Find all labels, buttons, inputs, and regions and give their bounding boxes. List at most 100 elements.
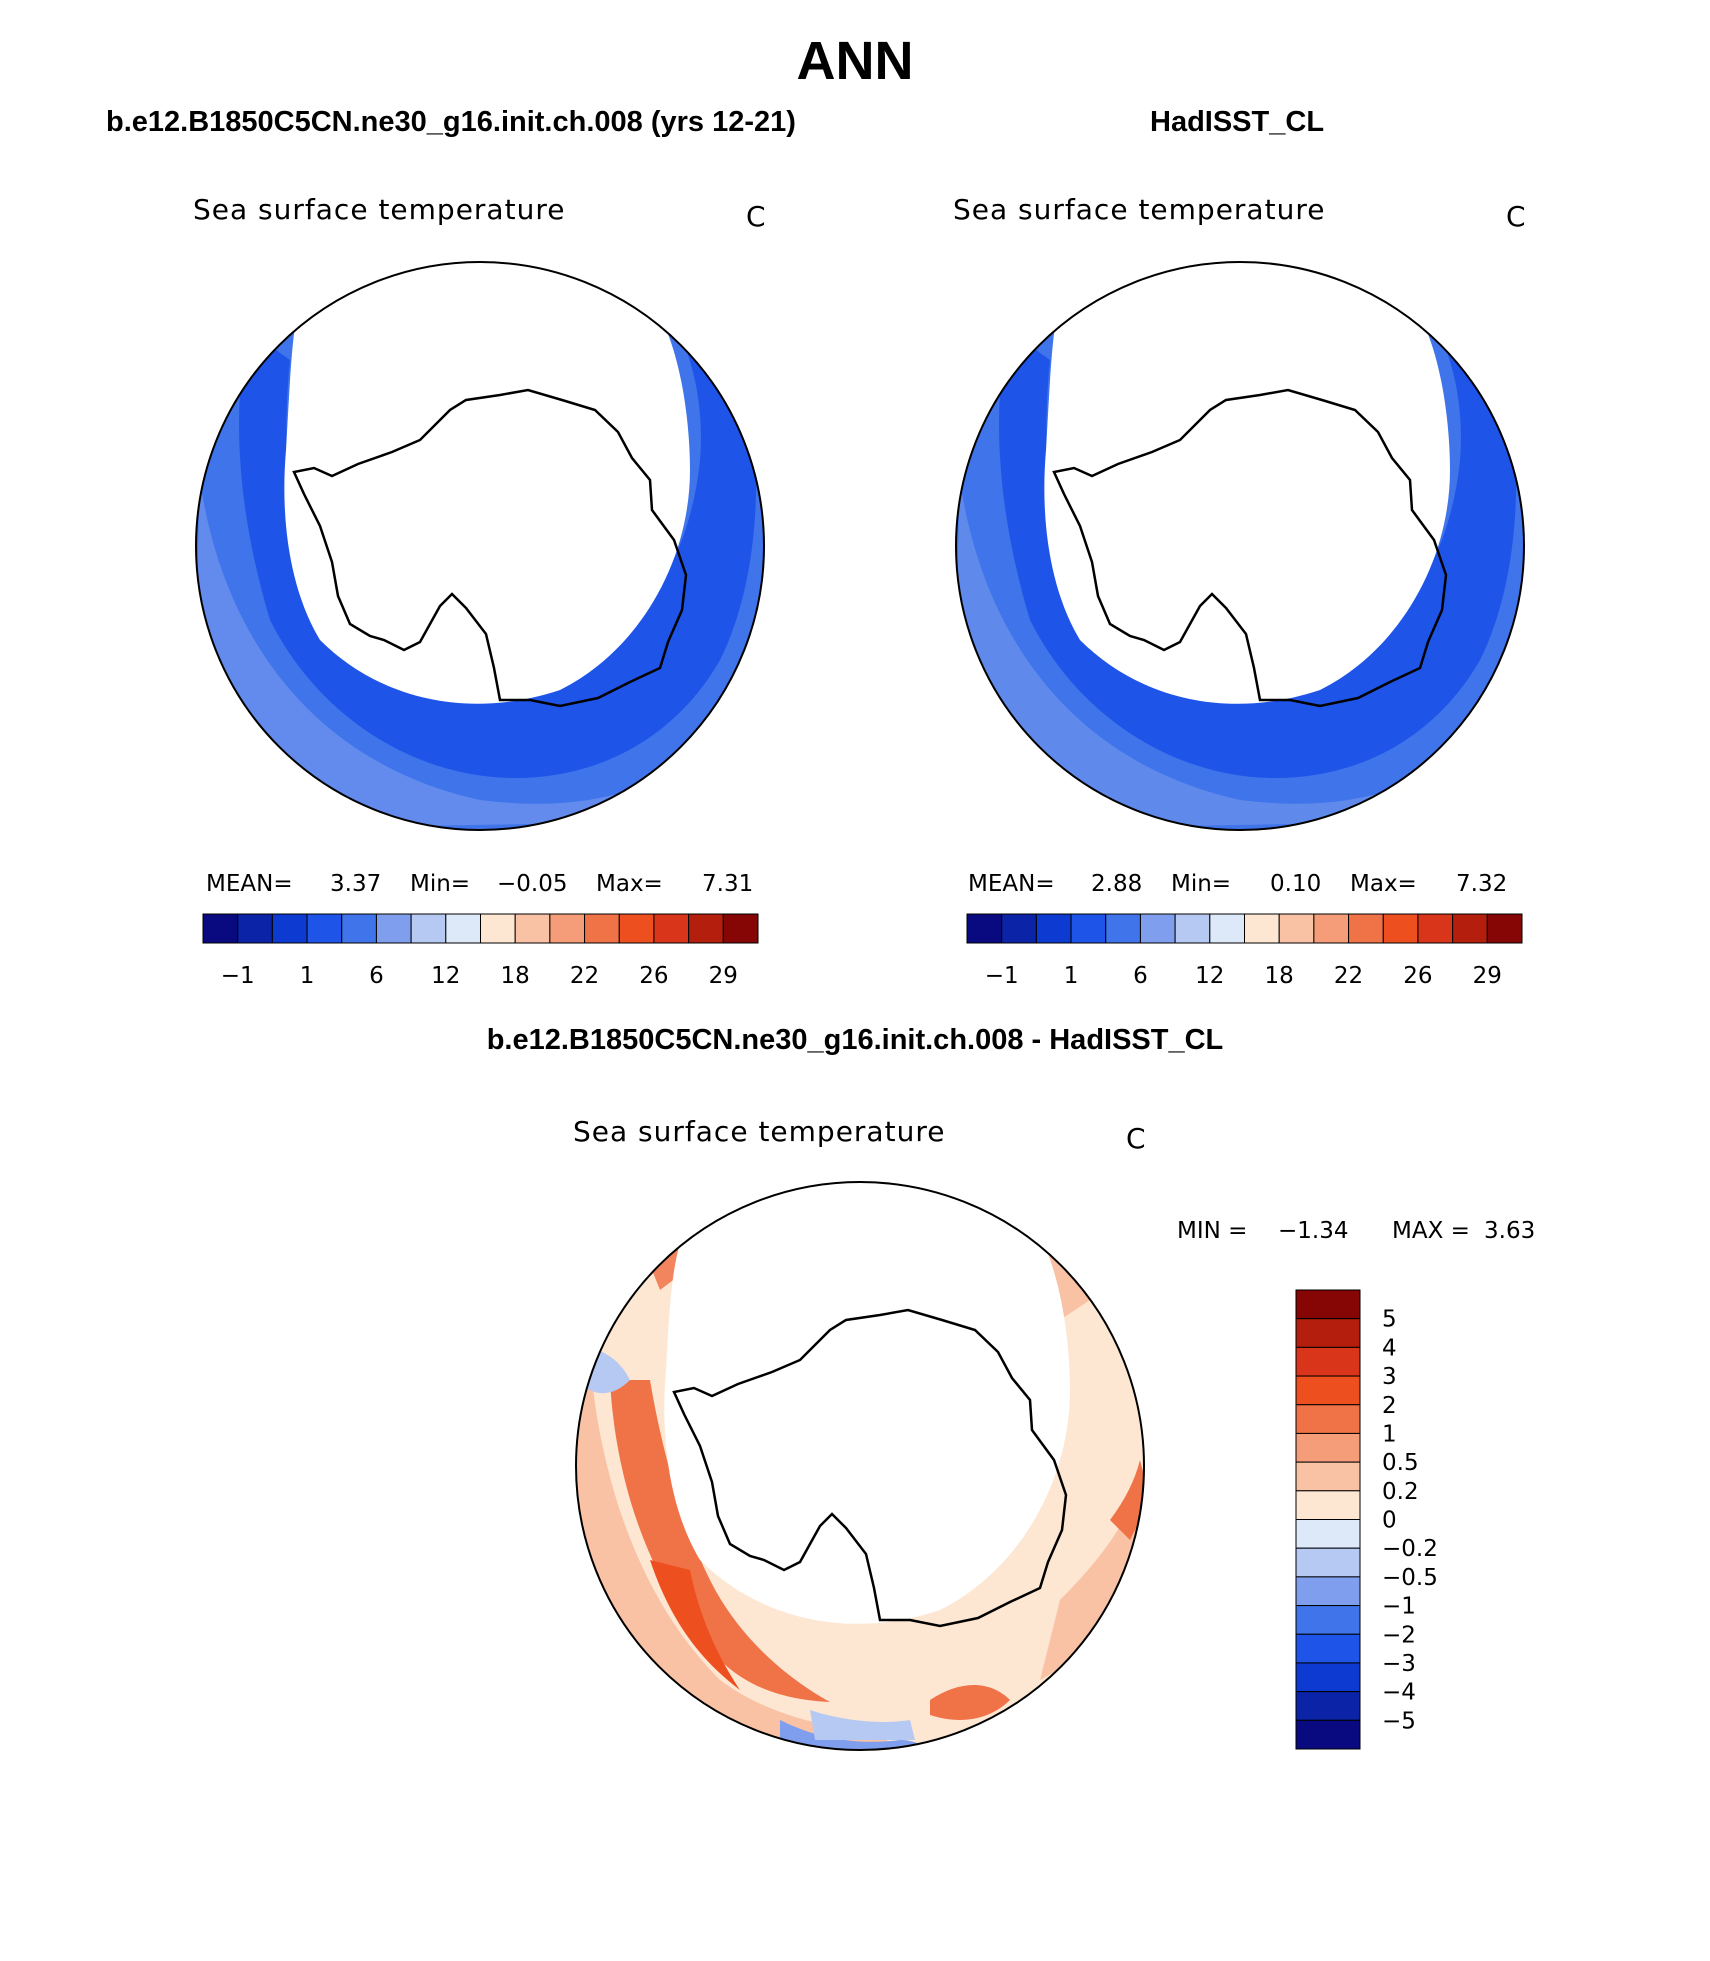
diff-colorbar-box bbox=[1295, 1633, 1361, 1664]
model-colorbar-box bbox=[480, 913, 516, 944]
diff-colorbar-tick-label: 1 bbox=[1382, 1421, 1397, 1447]
diff-variable-label: Sea surface temperature bbox=[573, 1115, 946, 1148]
diff-sea-ice-mask bbox=[664, 1182, 1070, 1624]
diff-colorbar-box bbox=[1295, 1432, 1361, 1463]
diff-colorbar-tick-label: 5 bbox=[1382, 1307, 1397, 1333]
model-mean-value: 3.37 bbox=[330, 871, 382, 897]
model-colorbar-box bbox=[722, 913, 759, 944]
diff-warm-band bbox=[610, 1380, 830, 1702]
diff-colorbar-tick-label: −1 bbox=[1382, 1594, 1416, 1620]
model-min-value: −0.05 bbox=[497, 871, 568, 897]
model-colorbar-box bbox=[618, 913, 655, 944]
obs-colorbar: −1 1 6 12 18 22 26 29 bbox=[966, 913, 1523, 989]
obs-colorbar-box bbox=[1417, 913, 1454, 944]
diff-colorbar-tick-label: −4 bbox=[1382, 1680, 1416, 1706]
obs-max-value: 7.32 bbox=[1456, 871, 1508, 897]
diff-colorbar-tick-label: 0.5 bbox=[1382, 1450, 1419, 1476]
obs-max-label: Max= bbox=[1350, 871, 1417, 897]
model-max-label: Max= bbox=[596, 871, 663, 897]
diff-units-label: C bbox=[1126, 1122, 1147, 1155]
obs-colorbar-tick-label: 29 bbox=[1473, 963, 1502, 989]
diff-colorbar-box bbox=[1295, 1289, 1361, 1320]
diff-colorbar-tick-label: 0.2 bbox=[1382, 1479, 1419, 1505]
obs-colorbar-box bbox=[1313, 913, 1350, 944]
diff-map-border bbox=[575, 1181, 1145, 1751]
diff-colorbar-box bbox=[1295, 1691, 1361, 1721]
obs-colorbar-box bbox=[1244, 913, 1280, 944]
diff-case-title: b.e12.B1850C5CN.ne30_g16.init.ch.008 - H… bbox=[486, 1024, 1224, 1056]
model-colorbar-tick-label: 1 bbox=[300, 963, 315, 989]
diff-max-label: MAX = bbox=[1392, 1218, 1470, 1244]
obs-colorbar-tick-label: 18 bbox=[1265, 963, 1294, 989]
model-colorbar-box bbox=[202, 913, 239, 944]
obs-colorbar-box bbox=[1278, 913, 1315, 944]
obs-colorbar-box bbox=[966, 913, 1003, 944]
model-mean-label: MEAN= bbox=[206, 871, 293, 897]
obs-colorbar-tick-label: −1 bbox=[985, 963, 1019, 989]
obs-map bbox=[955, 261, 1525, 831]
model-colorbar-tick-label: 22 bbox=[570, 963, 599, 989]
model-colorbar-box bbox=[237, 913, 273, 944]
obs-colorbar-tick-label: 26 bbox=[1403, 963, 1432, 989]
diff-colorbar-tick-label: 4 bbox=[1382, 1335, 1397, 1361]
diff-colorbar-tick-label: −5 bbox=[1382, 1708, 1416, 1734]
obs-colorbar-box bbox=[1035, 913, 1072, 944]
model-colorbar-tick-label: −1 bbox=[221, 963, 255, 989]
obs-map-border bbox=[955, 261, 1525, 831]
model-map bbox=[195, 261, 765, 831]
model-colorbar-box bbox=[584, 913, 620, 944]
obs-colorbar-tick-label: 12 bbox=[1195, 963, 1224, 989]
obs-sea-ice-mask bbox=[1044, 262, 1450, 704]
model-colorbar-box bbox=[271, 913, 308, 944]
diff-colorbar-box bbox=[1295, 1576, 1361, 1607]
left-case-title: b.e12.B1850C5CN.ne30_g16.init.ch.008 (yr… bbox=[106, 106, 796, 138]
obs-min-label: Min= bbox=[1171, 871, 1232, 897]
obs-colorbar-box bbox=[1382, 913, 1419, 944]
obs-variable-label: Sea surface temperature bbox=[953, 193, 1326, 226]
model-colorbar: −1 1 6 12 18 22 26 29 bbox=[202, 913, 759, 989]
diff-colorbar-box bbox=[1295, 1318, 1361, 1348]
obs-mean-value: 2.88 bbox=[1091, 871, 1143, 897]
diff-colorbar-box bbox=[1295, 1719, 1361, 1750]
diff-colorbar-tick-label: 0 bbox=[1382, 1508, 1397, 1534]
obs-colorbar-box bbox=[1209, 913, 1245, 944]
diff-colorbar-tick-label: −0.5 bbox=[1382, 1565, 1438, 1591]
model-variable-label: Sea surface temperature bbox=[193, 193, 566, 226]
diff-colorbar-box bbox=[1295, 1375, 1361, 1406]
diff-colorbar-tick-label: −0.2 bbox=[1382, 1536, 1438, 1562]
diff-colorbar-box bbox=[1295, 1461, 1361, 1492]
model-colorbar-box bbox=[341, 913, 377, 944]
diff-max-value: 3.63 bbox=[1484, 1218, 1536, 1244]
model-colorbar-box bbox=[688, 913, 724, 944]
obs-colorbar-tick-label: 22 bbox=[1334, 963, 1363, 989]
diff-colorbar-box bbox=[1295, 1605, 1361, 1635]
model-min-label: Min= bbox=[410, 871, 471, 897]
obs-colorbar-tick-label: 6 bbox=[1133, 963, 1148, 989]
obs-colorbar-box bbox=[1174, 913, 1211, 944]
obs-colorbar-box bbox=[1348, 913, 1384, 944]
diff-colorbar-tick-label: −2 bbox=[1382, 1622, 1416, 1648]
diff-colorbar-box bbox=[1295, 1404, 1361, 1434]
model-units-label: C bbox=[746, 200, 767, 233]
model-colorbar-tick-label: 29 bbox=[709, 963, 738, 989]
model-colorbar-box bbox=[375, 913, 412, 944]
obs-colorbar-box bbox=[1105, 913, 1141, 944]
obs-colorbar-box bbox=[1139, 913, 1176, 944]
diff-colorbar-box bbox=[1295, 1547, 1361, 1578]
diff-min-value: −1.34 bbox=[1278, 1218, 1349, 1244]
obs-mean-label: MEAN= bbox=[968, 871, 1055, 897]
model-colorbar-tick-label: 26 bbox=[639, 963, 668, 989]
diff-colorbar-tick-label: 3 bbox=[1382, 1364, 1397, 1390]
diff-colorbar-box bbox=[1295, 1519, 1361, 1549]
model-colorbar-box bbox=[445, 913, 481, 944]
obs-colorbar-tick-label: 1 bbox=[1064, 963, 1079, 989]
obs-colorbar-box bbox=[1486, 913, 1523, 944]
model-colorbar-tick-label: 18 bbox=[501, 963, 530, 989]
obs-colorbar-box bbox=[1452, 913, 1488, 944]
model-colorbar-box bbox=[653, 913, 690, 944]
model-colorbar-box bbox=[549, 913, 586, 944]
model-map-border bbox=[195, 261, 765, 831]
obs-min-value: 0.10 bbox=[1270, 871, 1322, 897]
diff-colorbar-box bbox=[1295, 1346, 1361, 1377]
